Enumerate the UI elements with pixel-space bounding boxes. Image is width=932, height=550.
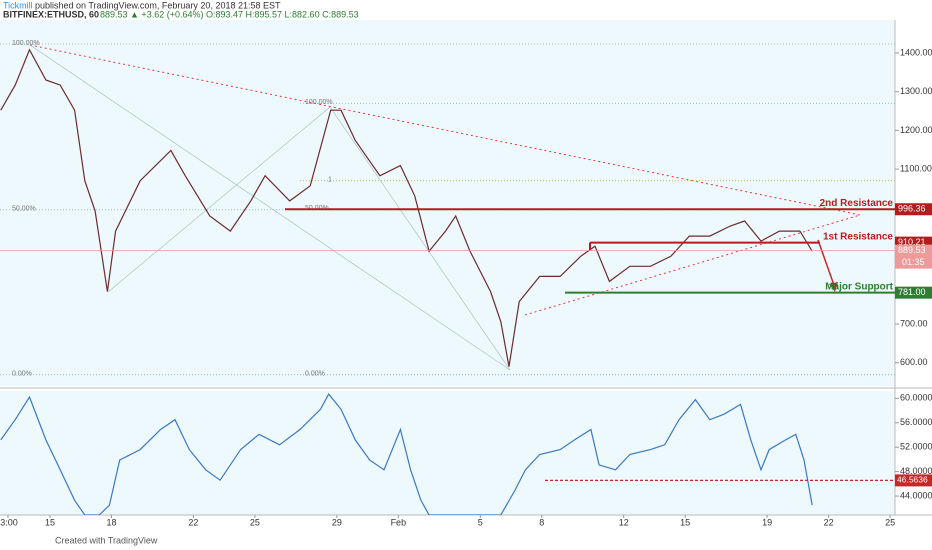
price-tag	[895, 474, 932, 487]
fib-line	[329, 106, 511, 371]
x-tick-label: 3:00	[0, 517, 18, 527]
publisher[interactable]: Tickmill	[3, 0, 33, 10]
series	[0, 48, 813, 367]
price-line	[0, 393, 813, 515]
trendline	[29, 44, 861, 216]
last-price-label: 889.53	[898, 245, 926, 255]
y-tick-label: 600.00	[900, 357, 928, 367]
y-tick-label: 700.00	[900, 318, 928, 328]
rsi-panel	[0, 391, 895, 515]
fib-line	[29, 44, 511, 371]
x-tick-label: 15	[45, 517, 55, 527]
x-tick-label: 25	[250, 517, 260, 527]
symbol: BITFINEX:ETHUSD, 60	[3, 9, 99, 19]
y-tick-label: 1100.00	[900, 163, 932, 173]
fib-line	[107, 106, 331, 293]
x-tick-label: Feb	[391, 517, 407, 527]
arrow	[817, 239, 836, 289]
x-tick-label: 5	[478, 517, 483, 527]
x-tick-label: 8	[539, 517, 544, 527]
x-tick-label: 25	[885, 517, 895, 527]
fib-label: 50.00%	[12, 206, 36, 213]
price-tag	[895, 244, 932, 269]
price-tag-label: 781.00	[898, 287, 926, 297]
arrow-head	[829, 282, 838, 292]
trendline	[524, 214, 861, 316]
price-line	[0, 48, 813, 367]
y-tick-label: 60.0000	[900, 393, 932, 403]
fib-label: 0.00%	[12, 371, 32, 378]
series	[0, 393, 813, 515]
y-tick-label: 44.0000	[900, 490, 932, 500]
level-label: 2nd Resistance	[820, 198, 894, 209]
fib-label: 100.00%	[12, 40, 40, 47]
x-tick-label: 15	[680, 517, 690, 527]
price-panel	[0, 20, 895, 386]
level-label: Major Support	[825, 281, 893, 292]
rsi-level-label: 46.5636	[897, 475, 928, 485]
y-tick-label: 48.0000	[900, 466, 932, 476]
drawings	[29, 44, 861, 371]
x-tick-label: 29	[332, 517, 342, 527]
y-tick-label: 1300.00	[900, 86, 932, 96]
y-tick-label: 1400.00	[900, 47, 932, 57]
level-label: 1st Resistance	[823, 231, 893, 242]
price-tag	[895, 203, 932, 216]
price-tag	[895, 286, 932, 299]
published: published on TradingView.com, February 2…	[35, 0, 281, 10]
y-tick-label: 56.0000	[900, 417, 932, 427]
y-tick-label: 52.0000	[900, 442, 932, 452]
x-tick-label: 18	[106, 517, 116, 527]
x-tick-label: 22	[824, 517, 834, 527]
fib-label: 1	[328, 177, 332, 184]
fib-label: 100.00%	[305, 99, 333, 106]
price-tag-label: 996.36	[898, 204, 926, 214]
quote: 889.53 ▲ +3.62 (+0.64%) O:893.47 H:895.5…	[100, 9, 359, 19]
footer: Created with TradingView	[55, 535, 158, 545]
fib-label: 0.00%	[305, 371, 325, 378]
x-tick-label: 12	[619, 517, 629, 527]
countdown: 01:35	[902, 257, 925, 267]
x-tick-label: 19	[762, 517, 772, 527]
y-tick-label: 1200.00	[900, 125, 932, 135]
price-tag-label: 910.21	[898, 237, 926, 247]
x-tick-label: 22	[188, 517, 198, 527]
